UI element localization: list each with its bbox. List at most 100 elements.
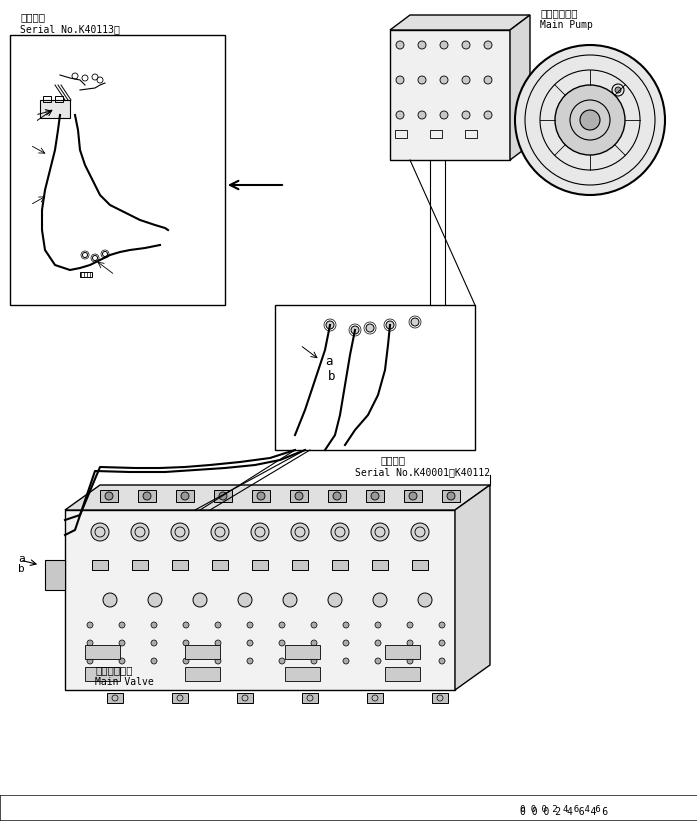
Bar: [404, 490, 422, 502]
Circle shape: [373, 593, 387, 607]
Circle shape: [247, 640, 253, 646]
Circle shape: [143, 492, 151, 500]
Circle shape: [440, 76, 448, 84]
Circle shape: [411, 523, 429, 541]
Bar: [185, 645, 220, 659]
Circle shape: [371, 492, 379, 500]
Text: a: a: [18, 554, 25, 564]
Text: b: b: [18, 564, 25, 574]
Circle shape: [343, 640, 349, 646]
Text: 適用号機: 適用号機: [380, 455, 405, 465]
Circle shape: [396, 41, 404, 49]
Circle shape: [326, 321, 334, 329]
Circle shape: [215, 658, 221, 664]
Bar: [252, 560, 268, 570]
Circle shape: [462, 41, 470, 49]
Circle shape: [396, 111, 404, 119]
Circle shape: [396, 76, 404, 84]
Text: Serial No.K40113～: Serial No.K40113～: [20, 24, 120, 34]
Circle shape: [371, 523, 389, 541]
Bar: [172, 560, 188, 570]
Bar: [390, 30, 510, 160]
Circle shape: [311, 658, 317, 664]
Bar: [212, 560, 228, 570]
Circle shape: [291, 523, 309, 541]
Bar: [252, 490, 270, 502]
Circle shape: [418, 593, 432, 607]
Text: Serial No.K40001～K40112: Serial No.K40001～K40112: [355, 467, 490, 477]
Text: 0 0 0 2 4 6 4 6: 0 0 0 2 4 6 4 6: [520, 805, 601, 814]
Circle shape: [351, 326, 359, 334]
Bar: [176, 490, 194, 502]
Text: Main Pump: Main Pump: [540, 20, 593, 30]
Text: b: b: [328, 370, 335, 383]
Circle shape: [515, 45, 665, 195]
Circle shape: [247, 658, 253, 664]
Circle shape: [343, 622, 349, 628]
Bar: [80, 272, 92, 277]
Bar: [366, 490, 384, 502]
Circle shape: [580, 110, 600, 130]
Circle shape: [131, 523, 149, 541]
Bar: [107, 693, 123, 703]
Bar: [432, 693, 448, 703]
Circle shape: [407, 658, 413, 664]
Bar: [412, 560, 428, 570]
Bar: [385, 667, 420, 681]
Bar: [430, 130, 442, 138]
Bar: [275, 305, 475, 450]
Circle shape: [311, 640, 317, 646]
Circle shape: [215, 622, 221, 628]
Circle shape: [119, 640, 125, 646]
Bar: [285, 667, 320, 681]
Circle shape: [87, 640, 93, 646]
Bar: [100, 490, 118, 502]
Polygon shape: [510, 15, 530, 160]
Circle shape: [183, 622, 189, 628]
Circle shape: [386, 321, 394, 329]
Bar: [214, 490, 232, 502]
Circle shape: [462, 76, 470, 84]
Circle shape: [331, 523, 349, 541]
Circle shape: [375, 658, 381, 664]
Bar: [185, 667, 220, 681]
Circle shape: [171, 523, 189, 541]
Circle shape: [193, 593, 207, 607]
Bar: [285, 645, 320, 659]
Circle shape: [151, 658, 157, 664]
Circle shape: [440, 111, 448, 119]
Bar: [292, 560, 308, 570]
Bar: [465, 130, 477, 138]
Circle shape: [183, 640, 189, 646]
Circle shape: [407, 640, 413, 646]
Bar: [442, 490, 460, 502]
Bar: [332, 560, 348, 570]
Circle shape: [439, 622, 445, 628]
Circle shape: [375, 640, 381, 646]
Bar: [372, 560, 388, 570]
Bar: [45, 560, 65, 590]
Circle shape: [555, 85, 625, 155]
Circle shape: [366, 324, 374, 332]
Bar: [302, 693, 318, 703]
Circle shape: [484, 41, 492, 49]
Circle shape: [105, 492, 113, 500]
Bar: [85, 645, 120, 659]
Circle shape: [251, 523, 269, 541]
Circle shape: [257, 492, 265, 500]
Circle shape: [219, 492, 227, 500]
Polygon shape: [65, 485, 490, 510]
Circle shape: [183, 658, 189, 664]
Circle shape: [151, 640, 157, 646]
Circle shape: [333, 492, 341, 500]
Circle shape: [119, 622, 125, 628]
Bar: [10, 35, 225, 305]
Circle shape: [439, 640, 445, 646]
Bar: [132, 560, 148, 570]
Circle shape: [295, 492, 303, 500]
Circle shape: [181, 492, 189, 500]
Circle shape: [279, 658, 285, 664]
Circle shape: [283, 593, 297, 607]
Circle shape: [407, 622, 413, 628]
Circle shape: [211, 523, 229, 541]
